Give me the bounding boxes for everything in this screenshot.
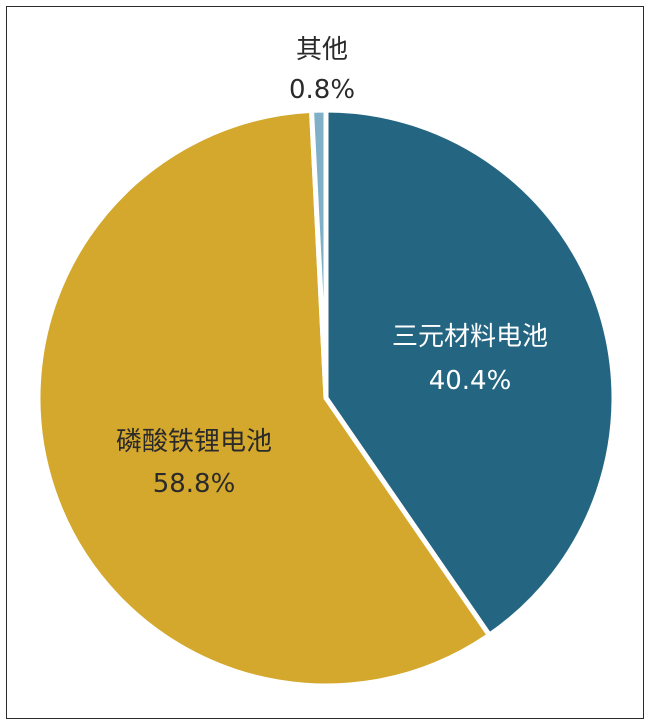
slice-label-name-2: 磷酸铁锂电池	[116, 427, 272, 457]
slice-label-value-2: 58.8%	[153, 469, 236, 499]
pie-slice-2	[35, 107, 492, 689]
slice-label-name-1: 三元材料电池	[392, 322, 548, 352]
pie-slice-1	[323, 107, 617, 638]
slice-label-value-3: 0.8%	[289, 75, 355, 105]
slice-label-name-3: 其他	[296, 35, 348, 65]
pie-slice-3	[309, 107, 329, 401]
slice-label-value-1: 40.4%	[429, 366, 512, 396]
